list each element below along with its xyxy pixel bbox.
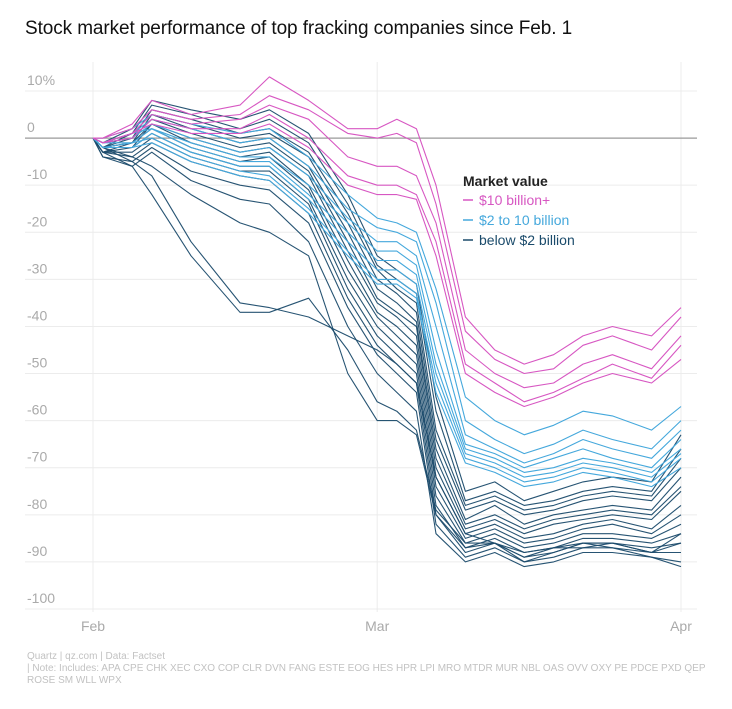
y-tick-label: -70 — [27, 449, 47, 465]
series-line-small — [92, 99, 682, 502]
y-tick-label: -40 — [27, 307, 47, 323]
y-tick-label: -50 — [27, 355, 47, 371]
series-line-mid — [92, 137, 682, 488]
series-line-small — [92, 113, 682, 525]
y-tick-label: -20 — [27, 213, 47, 229]
series-line-small — [92, 137, 682, 554]
series-line-small — [92, 137, 682, 568]
series-line-small — [92, 137, 682, 554]
x-axis-labels: Feb Mar Apr — [81, 618, 692, 634]
series-line-mid — [92, 137, 682, 483]
series-line-small — [92, 137, 682, 558]
series-line-large — [92, 113, 682, 403]
series-line-small — [92, 137, 682, 568]
series-line-large — [93, 95, 682, 375]
y-tick-label: 0 — [27, 119, 35, 135]
series-line-mid — [92, 128, 682, 473]
y-tick-label: -60 — [27, 402, 47, 418]
y-tick-label: 10% — [27, 72, 55, 88]
y-axis-labels: 10% 0 -10 -20 -30 -40 -50 -60 -70 -80 -90 -100 — [27, 72, 55, 606]
series-line-mid — [93, 113, 682, 436]
footer-source: Quartz | qz.com | Data: Factset — [27, 651, 166, 662]
series-line-small — [92, 137, 681, 563]
series-line-small — [92, 118, 682, 530]
x-tick-label: Mar — [365, 618, 389, 634]
legend-title: Market value — [463, 173, 548, 189]
series-line-large — [92, 123, 682, 408]
legend-item-label: $10 billion+ — [479, 192, 550, 208]
series-line-mid — [92, 128, 682, 469]
x-tick-label: Feb — [81, 618, 105, 634]
y-tick-label: -30 — [27, 260, 47, 276]
series-lines — [92, 76, 682, 568]
series-line-large — [92, 104, 682, 389]
chart-title: Stock market performance of top fracking… — [25, 18, 573, 39]
legend: Market value $10 billion+ $2 to 10 billio… — [463, 173, 575, 248]
x-gridlines — [92, 62, 682, 612]
x-tick-label: Apr — [670, 618, 692, 634]
series-line-mid — [92, 123, 682, 464]
series-line-mid — [92, 132, 682, 478]
y-tick-label: -90 — [27, 543, 47, 559]
series-line-small — [92, 123, 682, 539]
series-line-small — [92, 113, 682, 516]
series-line-small — [92, 132, 682, 549]
y-tick-label: -100 — [27, 590, 55, 606]
series-line-large — [93, 76, 682, 365]
footer-note: | Note: Includes: APA CPE CHK XEC CXO CO… — [27, 663, 706, 686]
legend-item-label: below $2 billion — [479, 232, 575, 248]
footer: Quartz | qz.com | Data: Factset | Note: … — [27, 651, 717, 687]
gridlines — [25, 90, 697, 610]
legend-item-label: $2 to 10 billion — [479, 212, 569, 228]
y-tick-label: -80 — [27, 496, 47, 512]
y-tick-label: -10 — [27, 166, 47, 182]
